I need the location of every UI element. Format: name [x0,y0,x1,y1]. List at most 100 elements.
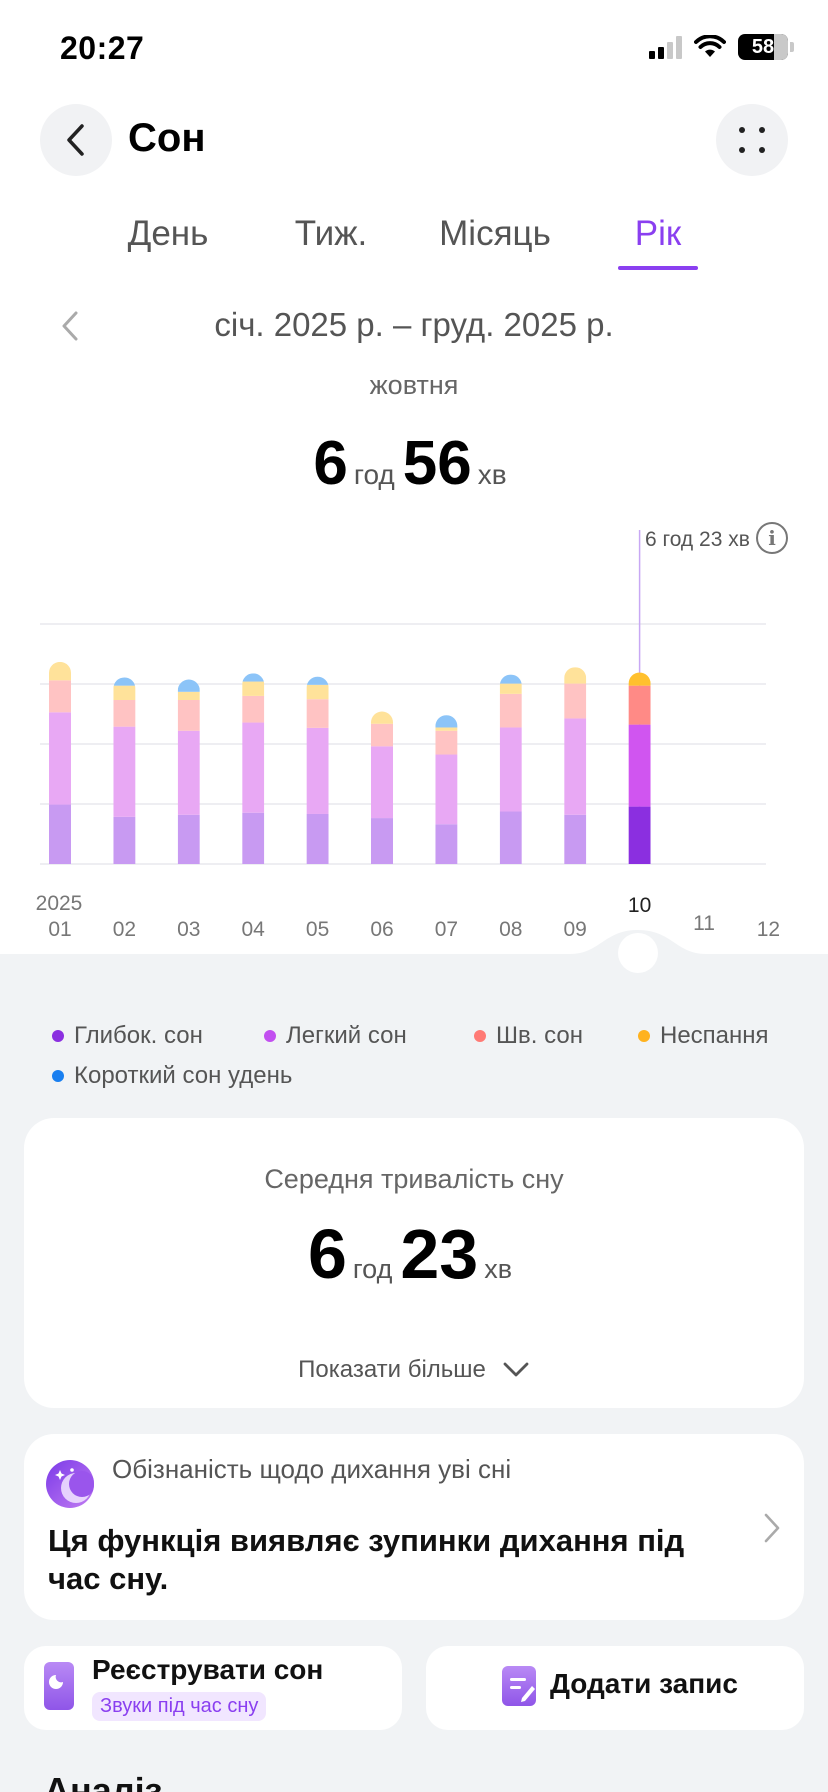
tab-active-indicator [618,266,698,270]
bar-segment [371,818,393,864]
previous-period-button[interactable] [58,310,82,347]
note-edit-icon [502,1666,536,1706]
bar-segment [564,718,587,815]
legend-dot [474,1030,486,1042]
bar-segment [113,685,136,700]
battery-icon: 58 [738,34,788,60]
sleep-sounds-badge: Звуки під час сну [92,1692,267,1721]
legend-deep-sleep: Глибок. сон [52,1022,203,1050]
average-minutes: 23 [400,1215,479,1293]
show-more-button[interactable]: Показати більше [24,1356,804,1384]
record-sleep-button[interactable]: Реєструвати сон Звуки під час сну [24,1646,402,1730]
bar-month-01[interactable] [49,661,71,864]
legend-label: Короткий сон удень [74,1062,293,1089]
bar-segment [113,700,136,727]
legend-dot [638,1030,650,1042]
bar-month-09[interactable] [564,667,587,864]
chevron-left-icon [62,311,78,341]
legend-label: Легкий сон [286,1022,407,1049]
add-record-label: Додати запис [550,1668,738,1699]
bar-segment [499,727,522,812]
bar-segment [242,695,265,723]
bar-segment [177,730,200,815]
chevron-down-icon [503,1362,529,1377]
tab-week[interactable]: Тиж. [294,214,368,253]
duration-minutes-unit: хв [477,459,507,490]
info-icon[interactable]: i [756,522,788,554]
grid-dots-icon [739,127,765,153]
bar-month-02[interactable] [113,677,136,864]
x-axis-tick: 06 [370,918,394,941]
legend-label: Глибок. сон [74,1022,203,1049]
legend-nap: Короткий сон удень [52,1062,292,1090]
moon-face-icon [46,1460,94,1508]
x-axis-tick: 07 [434,918,459,941]
bar-segment [628,685,651,725]
legend-label: Шв. сон [496,1022,583,1049]
bar-segment [435,754,458,825]
x-axis-tick: 11 [693,912,715,935]
x-axis-tick: 03 [177,918,201,941]
bar-segment [177,691,200,700]
tab-month[interactable]: Місяць [439,214,551,253]
wifi-icon [694,35,726,57]
bar-month-04[interactable] [242,673,265,864]
breathing-description: Ця функція виявляє зупинки дихання під ч… [48,1523,685,1596]
breathing-title: Обізнаність щодо дихання уві сні [112,1454,512,1484]
breathing-awareness-card[interactable]: Обізнаність щодо дихання уві сні Ця функ… [24,1434,804,1620]
chart-canvas [40,530,766,865]
average-title: Середня тривалість сну [264,1164,564,1194]
chevron-left-icon [67,124,84,156]
bar-segment [435,824,458,864]
status-icons: 58 [649,34,794,60]
bar-segment [306,676,329,685]
bar-segment [628,672,651,686]
x-axis-tick: 05 [305,918,330,941]
bar-segment [499,811,522,864]
bar-segment [306,684,329,700]
bar-segment [306,813,329,864]
bar-segment [371,746,393,819]
bar-month-07[interactable] [435,715,458,864]
legend-dot [264,1030,276,1042]
bar-segment [435,727,458,731]
bar-segment [628,806,651,864]
show-more-label: Показати більше [298,1356,486,1383]
sleep-year-chart[interactable]: 6 год 23 хв i 2025 01 02 03 04 05 06 07 08 09 10 1… [0,510,828,954]
bar-segment [306,699,329,728]
x-axis-tick: 04 [241,918,265,941]
status-time: 20:27 [60,30,145,66]
add-record-button[interactable]: Додати запис [426,1646,804,1730]
selected-duration: 6 год 56 хв [0,428,828,499]
bar-segment [435,730,458,755]
bar-segment [499,693,522,728]
bar-month-06[interactable] [371,711,393,864]
back-button[interactable] [40,104,112,176]
bar-month-08[interactable] [499,674,522,864]
tab-day[interactable]: День [127,214,209,253]
period-range: січ. 2025 р. – груд. 2025 р. [214,306,614,343]
duration-hours-unit: год [353,459,395,490]
bar-segment [113,726,136,817]
analysis-section-title: Аналіз [44,1770,163,1792]
bar-month-10[interactable] [628,672,651,864]
bar-segment [177,679,200,692]
x-axis-tick: 10 [627,894,652,917]
x-axis-tick: 01 [48,918,72,941]
more-options-button[interactable] [716,104,788,176]
x-axis-year-label: 2025 [35,892,83,915]
bar-segment [371,723,393,747]
bar-month-03[interactable] [177,679,200,865]
bar-segment [628,724,651,807]
bar-segment [499,683,522,694]
bar-segment [242,673,265,682]
average-minutes-unit: хв [484,1254,513,1284]
legend-awake: Неспання [638,1022,769,1050]
tab-year[interactable]: Рік [634,214,682,253]
legend-dot [52,1070,64,1082]
bar-month-05[interactable] [306,676,329,864]
selected-month: жовтня [369,370,459,400]
bar-segment [564,667,587,684]
bar-segment [49,661,71,681]
average-duration: 6 год 23 хв [24,1214,804,1294]
